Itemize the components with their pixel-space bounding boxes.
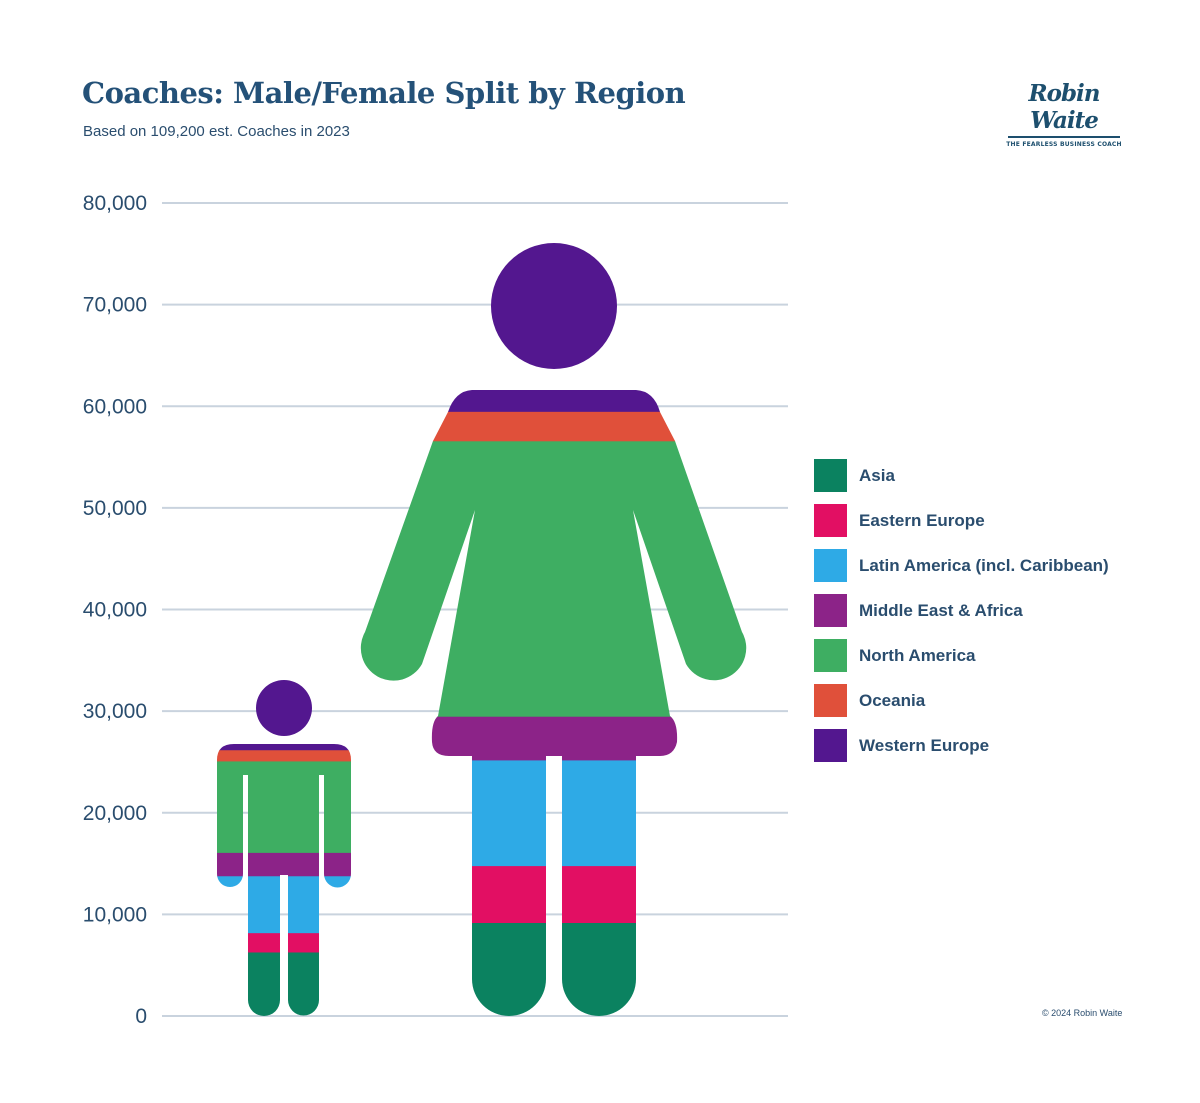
legend-swatch — [814, 504, 847, 537]
legend-item: Latin America (incl. Caribbean) — [814, 549, 1109, 582]
legend-item: Eastern Europe — [814, 504, 1109, 537]
y-tick-label: 30,000 — [83, 700, 147, 723]
legend-item: Oceania — [814, 684, 1109, 717]
logo-rule — [1008, 136, 1120, 138]
logo-tagline: THE FEARLESS BUSINESS COACH — [1006, 141, 1122, 148]
female-segment-asia — [360, 922, 747, 1016]
y-tick-label: 10,000 — [83, 903, 147, 926]
male-segment-north-america — [217, 760, 351, 853]
y-tick-label: 0 — [135, 1005, 147, 1028]
legend-item: North America — [814, 639, 1109, 672]
female-segment-north-america — [360, 440, 747, 717]
y-tick-label: 40,000 — [83, 599, 147, 622]
y-tick-label: 80,000 — [83, 192, 147, 215]
chart-subtitle: Based on 109,200 est. Coaches in 2023 — [83, 123, 350, 140]
legend-label: Asia — [859, 465, 895, 485]
legend-label: Western Europe — [859, 735, 990, 755]
male-segment-western-europe — [217, 680, 351, 751]
male-figure — [217, 680, 351, 1016]
male-segment-latin-america-incl-caribbean- — [217, 875, 351, 934]
legend-item: Middle East & Africa — [814, 594, 1109, 627]
legend-swatch — [814, 594, 847, 627]
legend: Asia Eastern Europe Latin America (incl. C… — [814, 459, 1109, 774]
female-segment-oceania — [360, 411, 747, 442]
male-segment-eastern-europe — [217, 932, 351, 953]
male-segment-asia — [217, 951, 351, 1016]
legend-item: Western Europe — [814, 729, 1109, 762]
legend-swatch — [814, 459, 847, 492]
logo-name: Robin Waite — [1028, 80, 1101, 134]
chart-title: Coaches: Male/Female Split by Region — [82, 76, 686, 110]
legend-label: Eastern Europe — [859, 510, 985, 530]
legend-swatch — [814, 549, 847, 582]
legend-swatch — [814, 684, 847, 717]
legend-swatch — [814, 729, 847, 762]
female-segment-western-europe — [360, 243, 747, 412]
female-segment-middle-east-africa — [360, 716, 747, 761]
y-tick-label: 50,000 — [83, 497, 147, 520]
male-segment-middle-east-africa — [217, 852, 351, 877]
legend-swatch — [814, 639, 847, 672]
copyright: © 2024 Robin Waite — [1042, 1008, 1123, 1018]
female-figure — [360, 243, 747, 1016]
legend-label: Latin America (incl. Caribbean) — [859, 555, 1109, 575]
legend-label: North America — [859, 645, 976, 665]
y-tick-label: 60,000 — [83, 395, 147, 418]
robin-waite-logo: Robin Waite THE FEARLESS BUSINESS COACH — [1006, 80, 1122, 148]
y-tick-label: 70,000 — [83, 294, 147, 317]
legend-label: Oceania — [859, 690, 926, 710]
male-segment-oceania — [217, 749, 351, 762]
legend-item: Asia — [814, 459, 1109, 492]
y-tick-label: 20,000 — [83, 802, 147, 825]
legend-label: Middle East & Africa — [859, 600, 1023, 620]
